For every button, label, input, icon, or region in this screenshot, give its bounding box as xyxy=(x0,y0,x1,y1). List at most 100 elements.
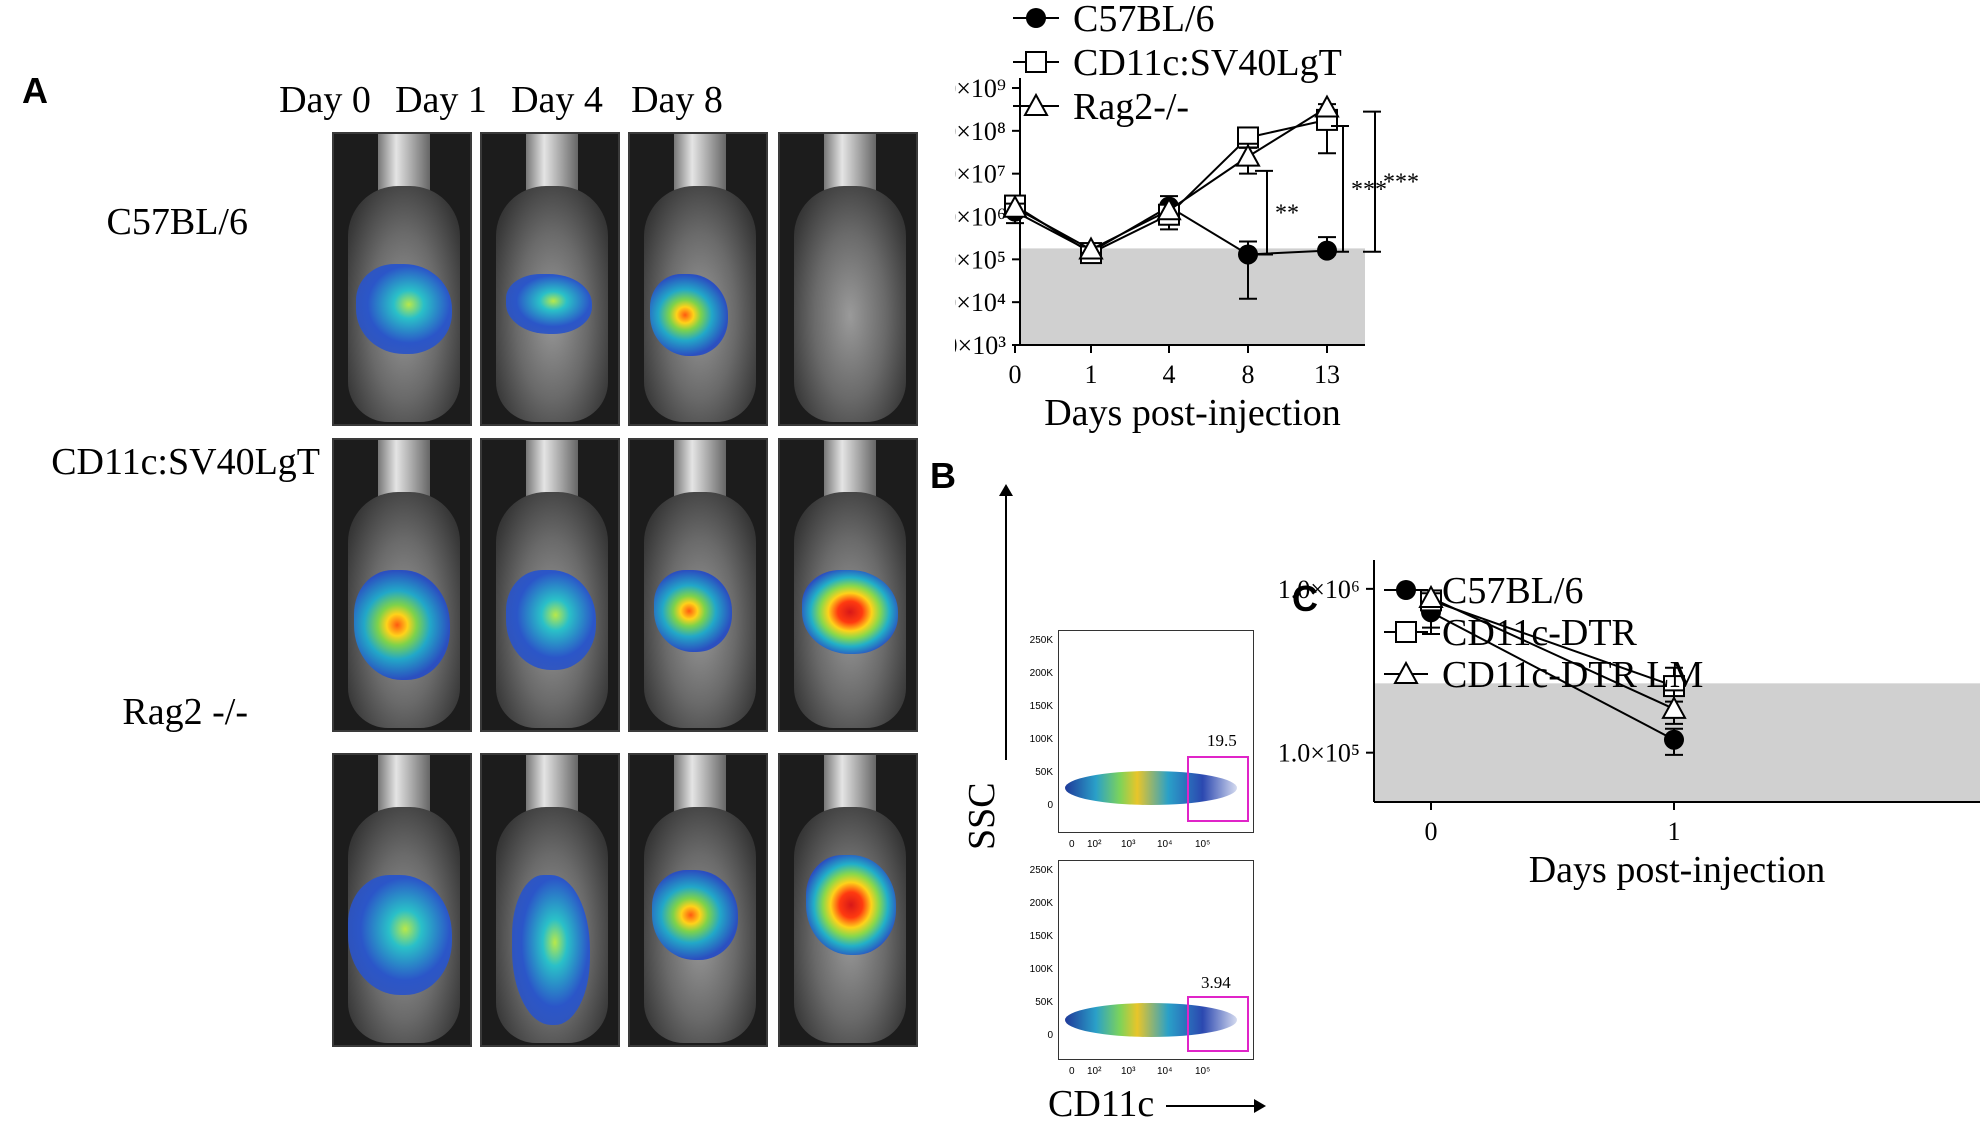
data-point xyxy=(1235,143,1261,167)
x-tick-label: 1 xyxy=(1668,817,1681,846)
data-point xyxy=(1664,729,1684,750)
nosecone xyxy=(824,134,876,196)
day-label-4: Day 4 xyxy=(511,79,603,121)
flow-plot-1: 19.5 250K 200K 150K 100K 50K 0 0 10² 10³ 10⁴ 10⁵ xyxy=(1030,630,1254,850)
y-tick-label: 1.0×10⁷ xyxy=(955,160,1006,189)
luminescence-signal xyxy=(802,570,898,654)
series-line xyxy=(1430,599,1675,688)
panel-a-luminescence-chart: 1.0×10³ 1.0×10⁴ 1.0×10⁵ 1.0×10⁶ 1.0×10⁷ 1.0×1… xyxy=(955,0,1419,434)
flow-y-tick: 0 xyxy=(1047,1030,1053,1041)
series-line xyxy=(1430,611,1675,741)
panel-c-letter: C xyxy=(1292,578,1318,619)
event-density xyxy=(1065,1003,1237,1037)
flow-x-tick: 0 xyxy=(1069,1066,1075,1077)
luminescence-signal xyxy=(354,570,450,680)
flow-y-tick: 200K xyxy=(1029,898,1053,909)
flow-y-tick: 150K xyxy=(1029,931,1053,942)
mouse-image-r2-c4 xyxy=(778,438,918,732)
x-axis-label: Days post-injection xyxy=(1044,392,1341,434)
day-label-1: Day 1 xyxy=(395,79,487,121)
event-density xyxy=(1065,771,1237,805)
series-line xyxy=(1430,597,1675,710)
nosecone xyxy=(824,755,876,817)
series-line xyxy=(1014,106,1328,251)
nosecone xyxy=(674,134,726,196)
flow-y-tick: 50K xyxy=(1035,997,1053,1008)
y-tick-label: 1.0×10⁶ xyxy=(955,203,1006,232)
flow-y-tick: 50K xyxy=(1035,767,1053,778)
mouse-image-r1-c3 xyxy=(628,132,768,426)
x-tick-label: 0 xyxy=(1425,817,1438,846)
y-tick-label: 1.0×10⁹ xyxy=(955,74,1006,103)
mouse-image-r1-c2 xyxy=(480,132,620,426)
mouse-image-r3-c2 xyxy=(480,753,620,1047)
nosecone xyxy=(526,440,578,502)
legend-label: C57BL/6 xyxy=(1073,0,1214,40)
y-tick-label: 1.0×10³ xyxy=(955,331,1006,360)
mouse-body xyxy=(794,186,906,422)
flow-plot-2: 3.94 250K 200K 150K 100K 50K 0 0 10² 10³ 10⁴ 10⁵ xyxy=(1030,860,1254,1077)
mouse-image-r3-c1 xyxy=(332,753,472,1047)
y-tick-label: 1.0×10⁶ xyxy=(1278,575,1360,604)
flow-y-tick: 200K xyxy=(1029,668,1053,679)
flow-y-tick: 100K xyxy=(1029,964,1053,975)
flow-y-tick: 250K xyxy=(1029,865,1053,876)
data-point xyxy=(1661,695,1687,719)
mouse-image-r3-c4 xyxy=(778,753,918,1047)
data-point xyxy=(1418,584,1444,608)
day-label-0: Day 0 xyxy=(279,79,371,121)
nosecone xyxy=(824,440,876,502)
panel-b-letter: B xyxy=(930,455,956,496)
y-tick-label: 1.0×10⁴ xyxy=(955,288,1006,317)
legend-label: Rag2-/- xyxy=(1073,86,1189,128)
data-point xyxy=(1078,236,1104,260)
x-tick-label: 0 xyxy=(1009,360,1022,389)
cd11c-gate xyxy=(1187,996,1249,1052)
background-noise-band xyxy=(1020,248,1365,345)
luminescence-signal xyxy=(654,570,732,652)
flow-y-tick: 0 xyxy=(1047,800,1053,811)
legend-marker-square xyxy=(1395,621,1417,643)
flow-y-tick: 250K xyxy=(1029,635,1053,646)
flow-y-arrowhead-icon xyxy=(999,484,1013,496)
significance-label: *** xyxy=(1351,177,1387,203)
flow-x-axis-arrow xyxy=(1166,1105,1256,1107)
series-2 xyxy=(1418,584,1687,725)
legend-marker-circle xyxy=(1026,8,1046,28)
row-label-c57bl6: C57BL/6 xyxy=(106,201,248,243)
flow-x-tick: 10⁴ xyxy=(1157,839,1173,850)
luminescence-signal xyxy=(348,875,452,995)
x-tick-label: 13 xyxy=(1314,360,1340,389)
legend-label: C57BL/6 xyxy=(1442,570,1583,612)
flow-y-tick: 150K xyxy=(1029,701,1053,712)
cd11c-gate xyxy=(1187,756,1249,822)
data-point xyxy=(1314,94,1340,118)
luminescence-signal xyxy=(650,274,728,356)
flow-x-tick: 10³ xyxy=(1121,839,1136,850)
luminescence-signal xyxy=(512,875,590,1025)
mouse-image-r2-c2 xyxy=(480,438,620,732)
legend-label: CD11c:SV40LgT xyxy=(1073,42,1342,84)
series-2 xyxy=(1002,94,1340,260)
legend-label: CD11c-DTR LM xyxy=(1442,654,1703,696)
data-point xyxy=(1238,244,1258,265)
data-point xyxy=(1002,194,1028,218)
luminescence-signal xyxy=(356,264,452,354)
gate-percentage: 3.94 xyxy=(1201,973,1231,992)
flow-x-tick: 10² xyxy=(1087,1066,1102,1077)
luminescence-signal xyxy=(806,855,896,955)
row-label-rag2: Rag2 -/- xyxy=(122,691,248,733)
nosecone xyxy=(674,755,726,817)
mouse-image-r2-c3 xyxy=(628,438,768,732)
data-point xyxy=(1317,240,1337,261)
legend-marker-square xyxy=(1025,51,1047,73)
mouse-image-r1-c4 xyxy=(778,132,918,426)
y-tick-label: 1.0×10⁸ xyxy=(955,117,1006,146)
y-tick-label: 1.0×10⁵ xyxy=(955,245,1006,274)
flow-x-tick: 0 xyxy=(1069,839,1075,850)
flow-x-axis-label: CD11c xyxy=(1048,1083,1155,1125)
nosecone xyxy=(526,134,578,196)
flow-y-axis-label: SSC xyxy=(961,782,1003,850)
nosecone xyxy=(526,755,578,817)
